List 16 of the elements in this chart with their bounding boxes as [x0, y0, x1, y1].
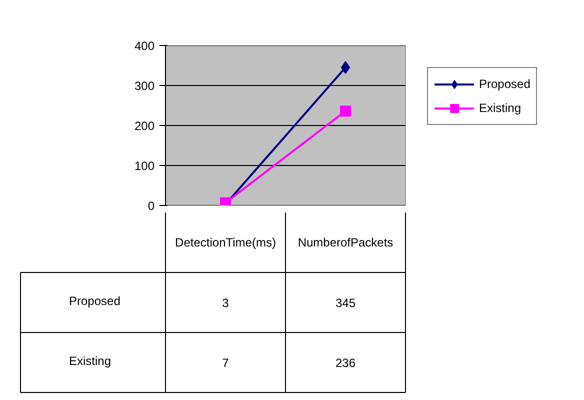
x-tick-label: DetectionTime(ms): [175, 236, 276, 250]
data-label: 236: [335, 356, 356, 370]
y-tick-label: 400: [134, 39, 155, 53]
data-label: 345: [335, 296, 356, 310]
data-label: 7: [222, 356, 230, 370]
text: Proposed: [69, 294, 120, 308]
legend-label: Existing: [479, 101, 522, 115]
text: Existing: [69, 354, 112, 368]
x-tick-label: NumberofPackets: [298, 236, 394, 250]
y-tick-label: 300: [134, 79, 155, 93]
y-tick-label: 100: [134, 159, 155, 173]
y-tick-label: 0: [148, 199, 155, 213]
data-label: 3: [222, 296, 230, 310]
y-tick-label: 200: [134, 119, 155, 133]
point: [340, 106, 351, 117]
legend-label: Proposed: [479, 77, 530, 91]
